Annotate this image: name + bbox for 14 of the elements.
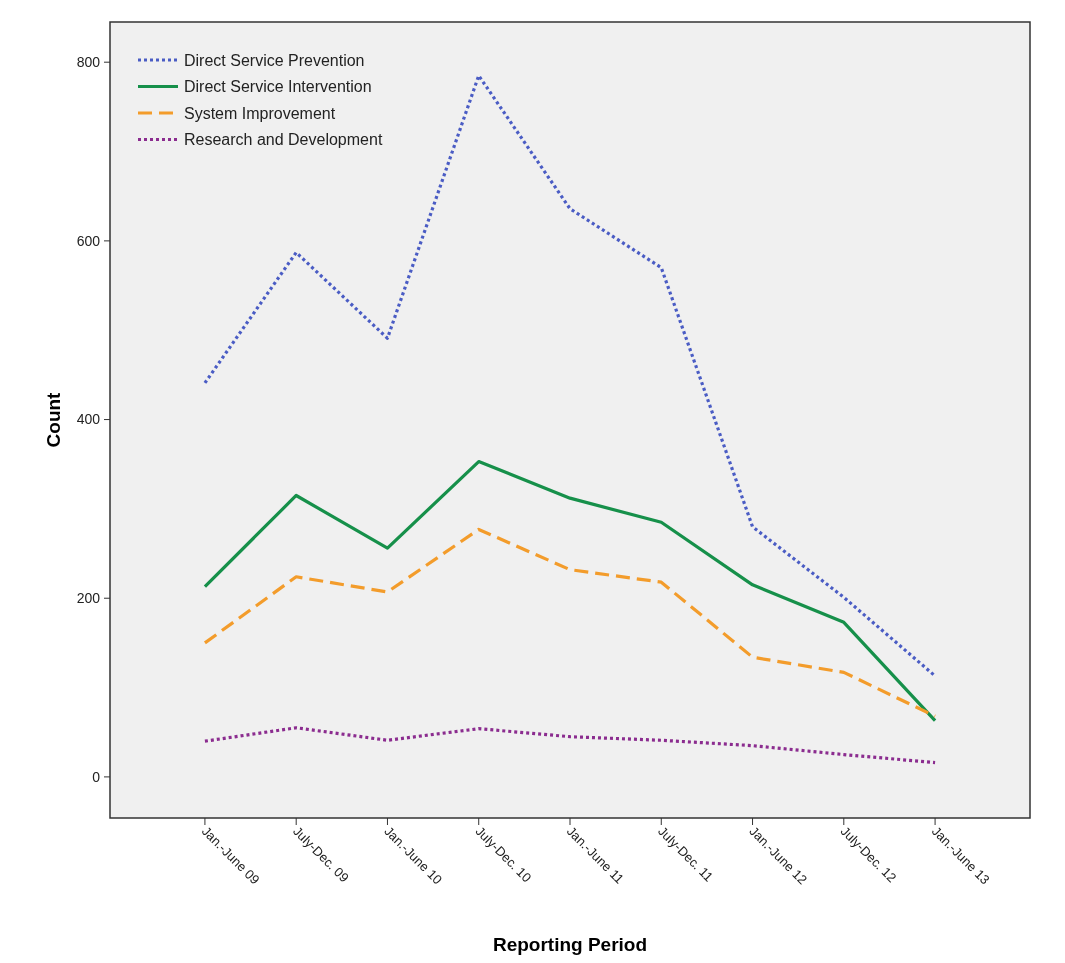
line-series bbox=[203, 527, 937, 718]
legend-label: System Improvement bbox=[184, 104, 336, 122]
y-tick-label: 800 bbox=[76, 54, 101, 71]
legend-label: Research and Development bbox=[184, 131, 383, 149]
y-axis-title: Count bbox=[43, 391, 64, 448]
y-tick-label: 0 bbox=[92, 768, 101, 785]
x-axis-title: Reporting Period bbox=[492, 934, 648, 955]
y-tick-label: 200 bbox=[76, 590, 101, 607]
line-series bbox=[203, 726, 937, 765]
legend-label: Direct Service Prevention bbox=[184, 51, 365, 69]
y-tick-label: 600 bbox=[76, 232, 101, 249]
legend-label: Direct Service Intervention bbox=[184, 78, 372, 96]
line-series bbox=[203, 459, 937, 723]
y-tick-label: 400 bbox=[76, 411, 101, 428]
